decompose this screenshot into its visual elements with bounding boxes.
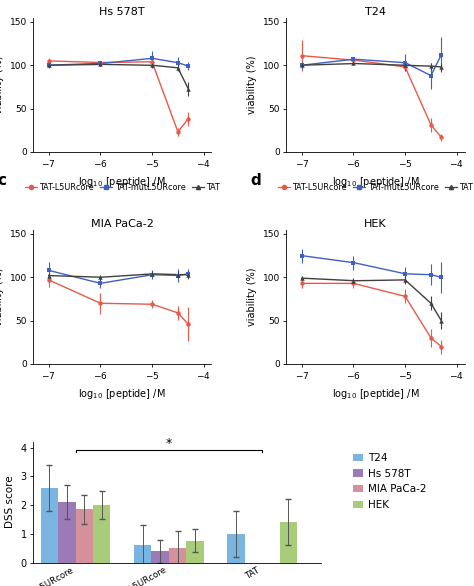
Y-axis label: viability (%): viability (%) (0, 268, 4, 326)
Y-axis label: DSS score: DSS score (5, 476, 15, 529)
Bar (152, 551, 169, 563)
Title: Hs 578T: Hs 578T (100, 7, 145, 17)
X-axis label: log$_{10}$ [peptide] /M: log$_{10}$ [peptide] /M (332, 175, 419, 189)
X-axis label: log$_{10}$ [peptide] /M: log$_{10}$ [peptide] /M (79, 175, 166, 189)
Y-axis label: viability (%): viability (%) (0, 56, 4, 114)
Bar (58, 502, 75, 563)
Bar (93, 505, 110, 563)
X-axis label: log$_{10}$ [peptide] /M: log$_{10}$ [peptide] /M (79, 387, 166, 401)
Title: T24: T24 (365, 7, 386, 17)
Y-axis label: viability (%): viability (%) (247, 56, 257, 114)
Text: c: c (0, 173, 7, 188)
Bar (169, 548, 186, 563)
Text: *: * (166, 437, 172, 450)
Bar (280, 522, 297, 563)
Legend: T24, Hs 578T, MIA PaCa-2, HEK: T24, Hs 578T, MIA PaCa-2, HEK (353, 453, 427, 510)
Title: HEK: HEK (364, 219, 387, 229)
Bar (228, 534, 245, 563)
Bar (186, 541, 203, 563)
Y-axis label: viability (%): viability (%) (247, 268, 257, 326)
Bar (75, 509, 93, 563)
Title: MIA PaCa-2: MIA PaCa-2 (91, 219, 154, 229)
Legend: TAT-L5URcore, TAT-mutL5URcore, TAT: TAT-L5URcore, TAT-mutL5URcore, TAT (25, 183, 220, 192)
Bar (41, 488, 58, 563)
Legend: TAT-L5URcore, TAT-mutL5URcore, TAT: TAT-L5URcore, TAT-mutL5URcore, TAT (278, 183, 473, 192)
X-axis label: log$_{10}$ [peptide] /M: log$_{10}$ [peptide] /M (332, 387, 419, 401)
Bar (134, 546, 152, 563)
Text: d: d (251, 173, 261, 188)
